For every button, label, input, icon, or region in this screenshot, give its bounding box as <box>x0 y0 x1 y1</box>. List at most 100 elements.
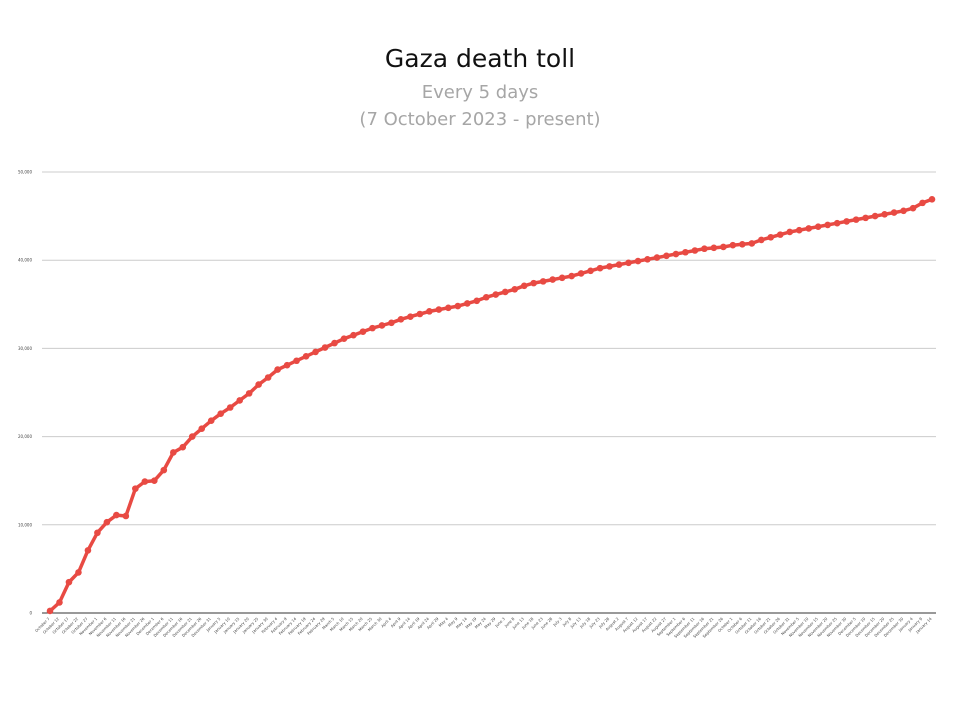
data-point <box>179 443 187 451</box>
data-point <box>492 291 500 298</box>
x-tick-label: July 3 <box>551 616 563 628</box>
data-point <box>720 243 727 251</box>
data-point <box>701 245 708 253</box>
data-point <box>568 272 575 280</box>
series-line <box>48 197 934 613</box>
data-point <box>198 425 206 432</box>
y-tick-label: 30,000 <box>18 346 32 351</box>
data-point <box>653 254 661 261</box>
data-point <box>302 353 310 360</box>
data-point <box>388 319 395 327</box>
data-point <box>587 267 594 275</box>
data-point <box>188 433 196 440</box>
data-point <box>682 248 689 256</box>
data-point <box>776 231 784 238</box>
data-point <box>255 381 262 388</box>
data-point <box>501 288 509 296</box>
data-point <box>283 361 291 369</box>
data-point <box>473 297 481 305</box>
data-point <box>615 261 623 268</box>
data-point <box>312 348 319 356</box>
data-point <box>558 274 566 282</box>
data-point <box>207 417 215 425</box>
data-point <box>881 211 888 218</box>
data-point <box>151 477 158 485</box>
data-point <box>757 236 765 244</box>
data-point <box>84 547 92 554</box>
data-point <box>103 518 111 526</box>
data-point <box>520 282 528 290</box>
data-point <box>340 335 348 342</box>
data-point <box>113 511 120 519</box>
data-point <box>426 308 433 315</box>
data-point <box>65 578 73 586</box>
data-point <box>672 250 680 258</box>
gridlines <box>42 171 936 526</box>
y-tick-label: 0 <box>29 611 32 616</box>
data-point <box>909 204 917 212</box>
data-point <box>75 569 82 576</box>
data-point <box>805 225 813 232</box>
data-point <box>369 324 376 332</box>
data-point <box>539 278 547 285</box>
data-point <box>331 339 338 347</box>
data-point <box>132 485 139 492</box>
data-point <box>710 244 718 252</box>
data-point <box>795 226 803 234</box>
data-point <box>644 256 651 263</box>
data-point <box>577 270 585 277</box>
data-point <box>94 529 101 537</box>
data-point <box>824 221 831 229</box>
data-point <box>236 397 243 404</box>
data-point <box>919 199 926 207</box>
data-point <box>141 478 149 485</box>
data-point <box>264 374 272 381</box>
data-point <box>359 328 367 335</box>
data-point <box>890 209 898 216</box>
data-point <box>634 257 642 265</box>
data-point <box>852 216 860 223</box>
data-point <box>407 313 414 320</box>
data-point <box>530 279 537 287</box>
chart-title: Gaza death toll <box>384 44 576 73</box>
data-point <box>46 607 54 615</box>
data-point <box>56 599 63 606</box>
data-point <box>549 276 556 283</box>
data-point <box>928 196 936 203</box>
data-point <box>739 241 746 248</box>
data-point <box>435 306 443 313</box>
data-point <box>729 241 737 249</box>
data-point <box>767 233 775 241</box>
data-point <box>606 263 613 270</box>
data-point <box>245 390 253 397</box>
data-point <box>625 259 632 267</box>
data-point <box>169 449 177 456</box>
data-point <box>378 322 386 329</box>
data-point <box>786 228 794 236</box>
data-point <box>663 252 670 260</box>
data-point <box>274 366 281 373</box>
data-point <box>862 214 869 222</box>
data-point <box>350 331 357 339</box>
y-tick-label: 40,000 <box>18 258 32 263</box>
data-point <box>122 512 130 520</box>
chart-subtitle-line-2: (7 October 2023 - present) <box>359 109 601 130</box>
data-point <box>454 302 462 310</box>
data-point <box>416 310 424 318</box>
data-point <box>293 357 300 365</box>
data-point <box>871 212 879 220</box>
data-point <box>511 286 519 293</box>
data-point <box>691 247 699 254</box>
data-point <box>321 344 329 351</box>
data-point <box>843 218 850 225</box>
data-point <box>482 293 490 301</box>
y-tick-label: 10,000 <box>18 522 32 527</box>
data-point <box>833 219 841 227</box>
data-point <box>596 264 604 272</box>
chart-subtitle-line-1: Every 5 days <box>421 82 539 103</box>
data-point <box>217 410 225 417</box>
y-tick-label: 50,000 <box>18 170 32 175</box>
data-point <box>748 240 756 247</box>
